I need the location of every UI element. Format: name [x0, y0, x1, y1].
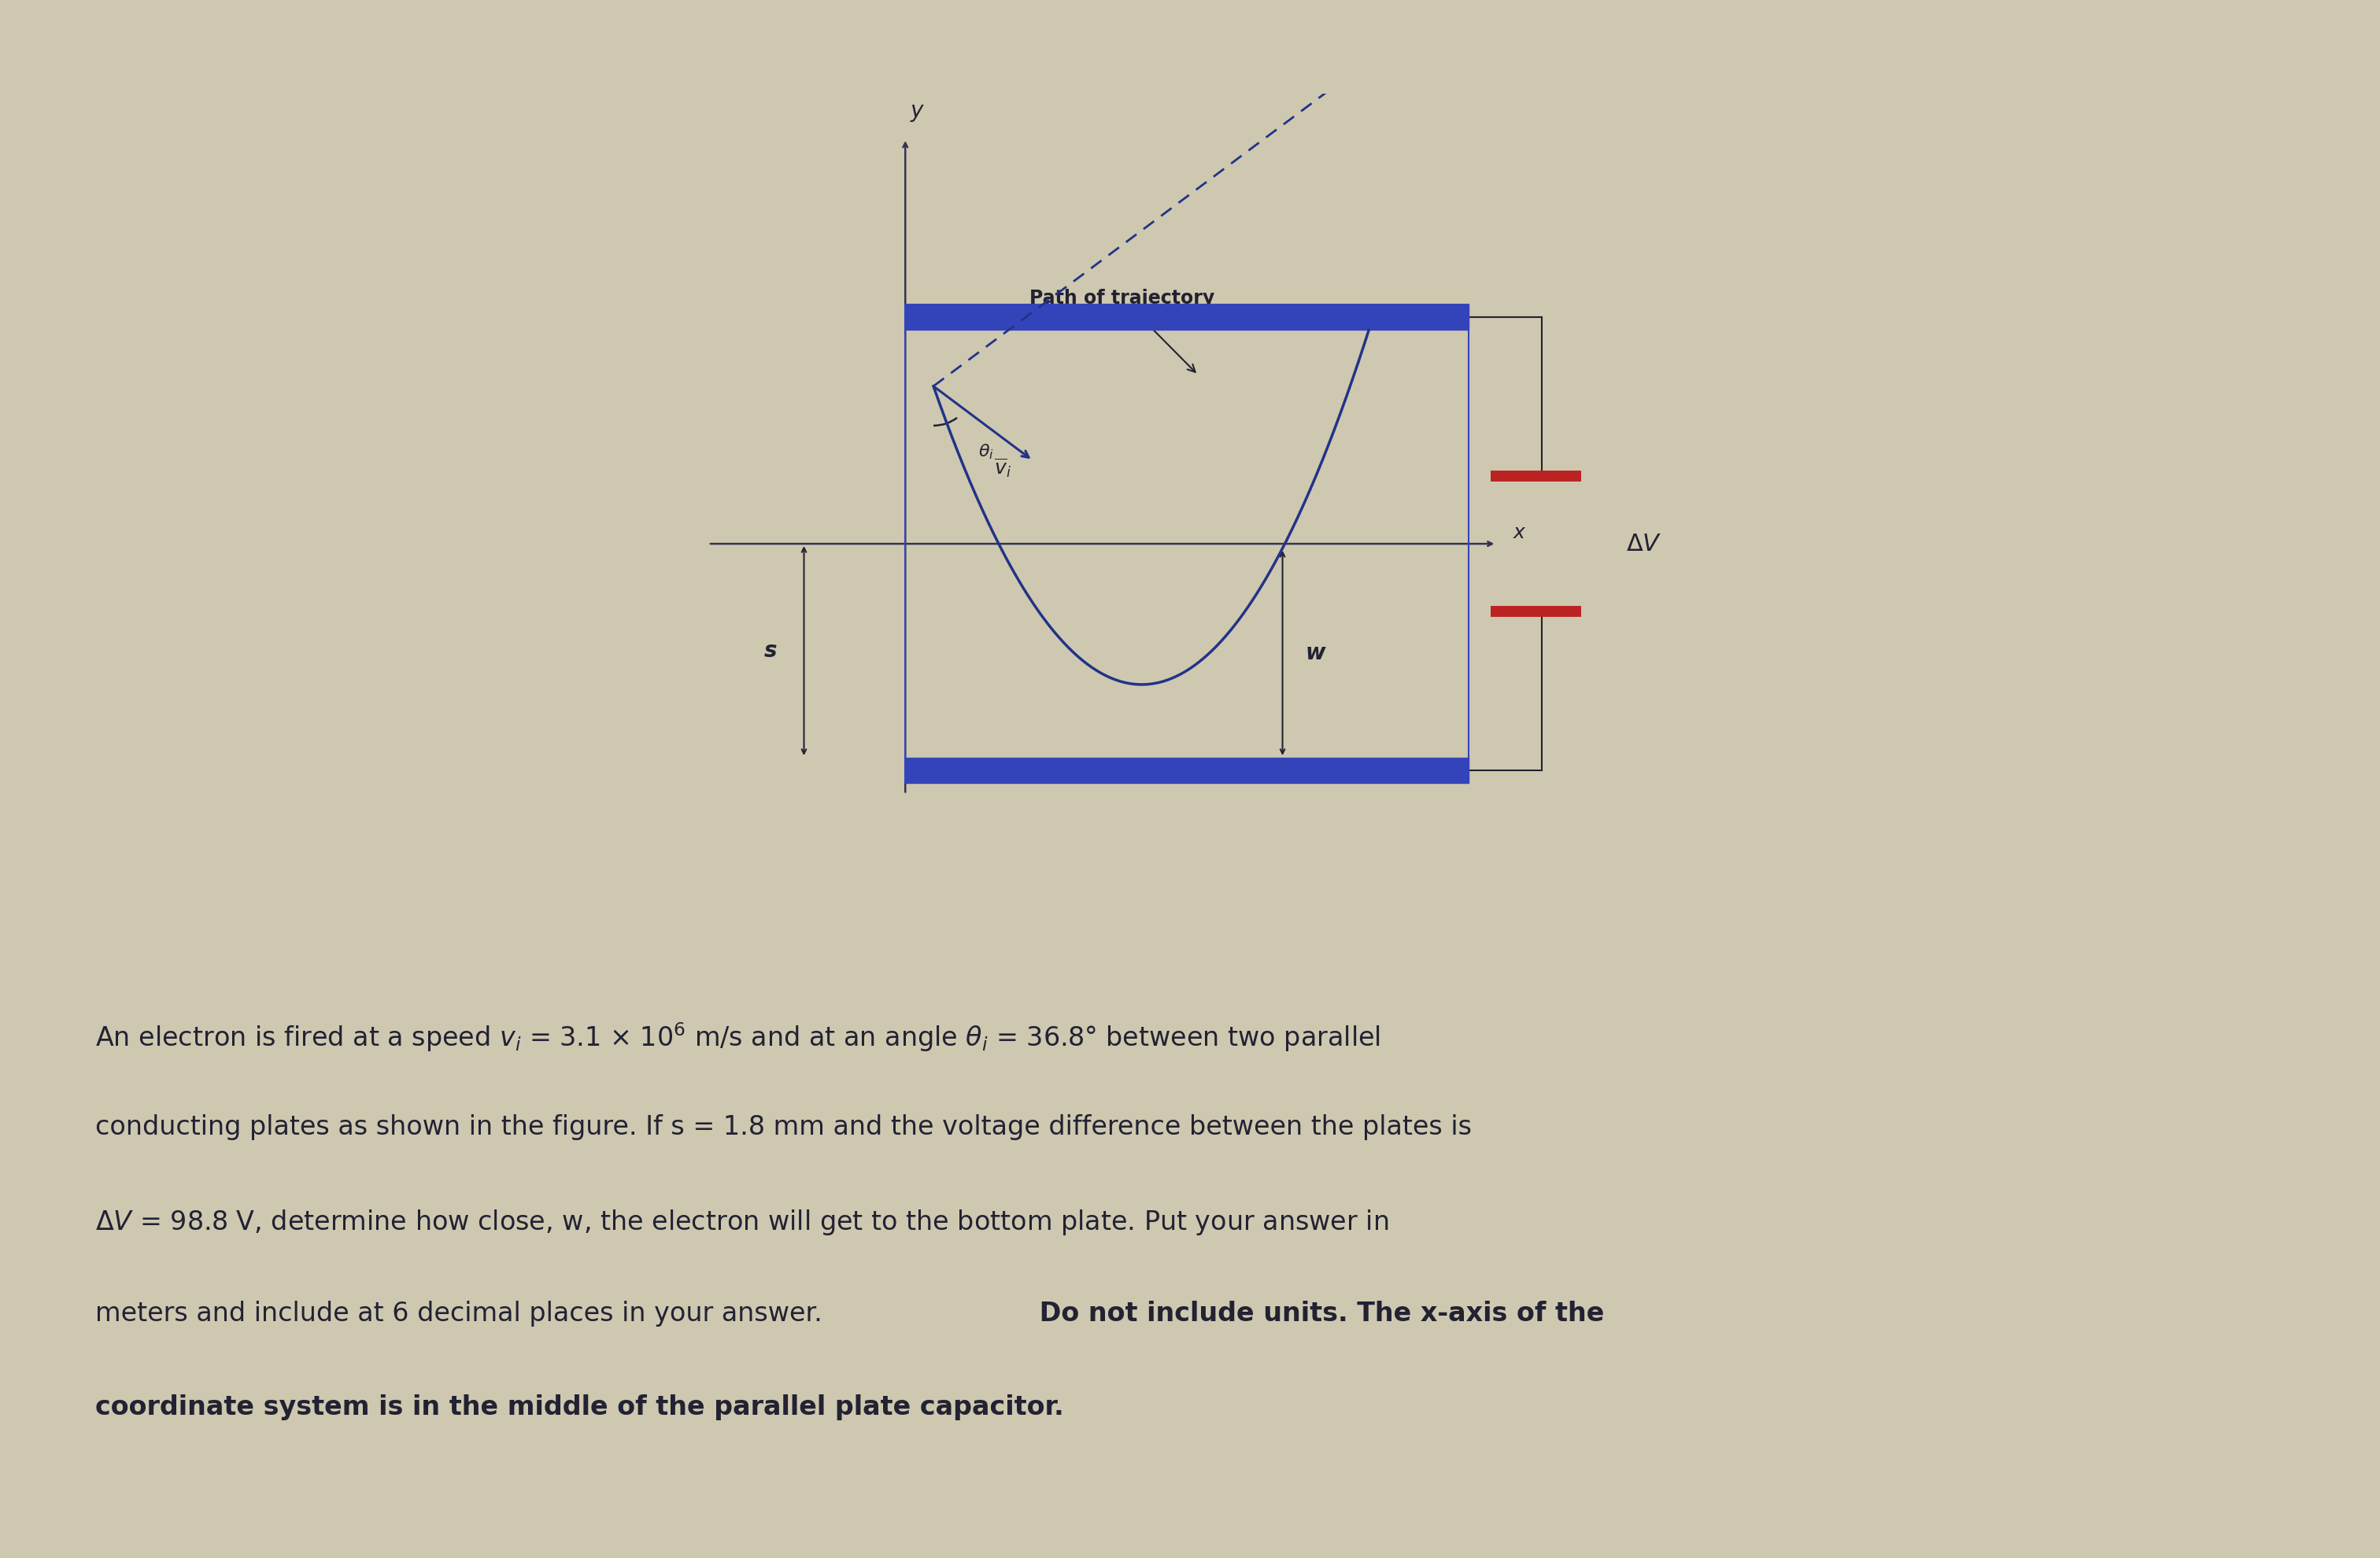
Text: $\overline{v}_i$: $\overline{v}_i$	[995, 456, 1012, 480]
Text: w: w	[1304, 642, 1326, 664]
Text: An electron is fired at a speed $v_i$ = 3.1 $\times$ 10$^6$ m/s and at an angle : An electron is fired at a speed $v_i$ = …	[95, 1020, 1380, 1053]
Text: $\Delta V$: $\Delta V$	[1626, 533, 1661, 555]
Text: s: s	[764, 640, 776, 662]
Text: Do not include units. The x-axis of the: Do not include units. The x-axis of the	[1031, 1301, 1604, 1327]
Text: y: y	[909, 100, 923, 122]
Text: Path of trajectory: Path of trajectory	[1028, 288, 1214, 372]
Text: coordinate system is in the middle of the parallel plate capacitor.: coordinate system is in the middle of th…	[95, 1394, 1064, 1421]
Text: $\theta_i$: $\theta_i$	[978, 442, 995, 461]
Text: conducting plates as shown in the figure. If s = 1.8 mm and the voltage differen: conducting plates as shown in the figure…	[95, 1114, 1471, 1140]
Bar	[904, 304, 1468, 784]
Text: x: x	[1514, 523, 1526, 542]
Text: $\Delta V$ = 98.8 V, determine how close, w, the electron will get to the bottom: $\Delta V$ = 98.8 V, determine how close…	[95, 1207, 1388, 1237]
Text: meters and include at 6 decimal places in your answer.: meters and include at 6 decimal places i…	[95, 1301, 823, 1327]
